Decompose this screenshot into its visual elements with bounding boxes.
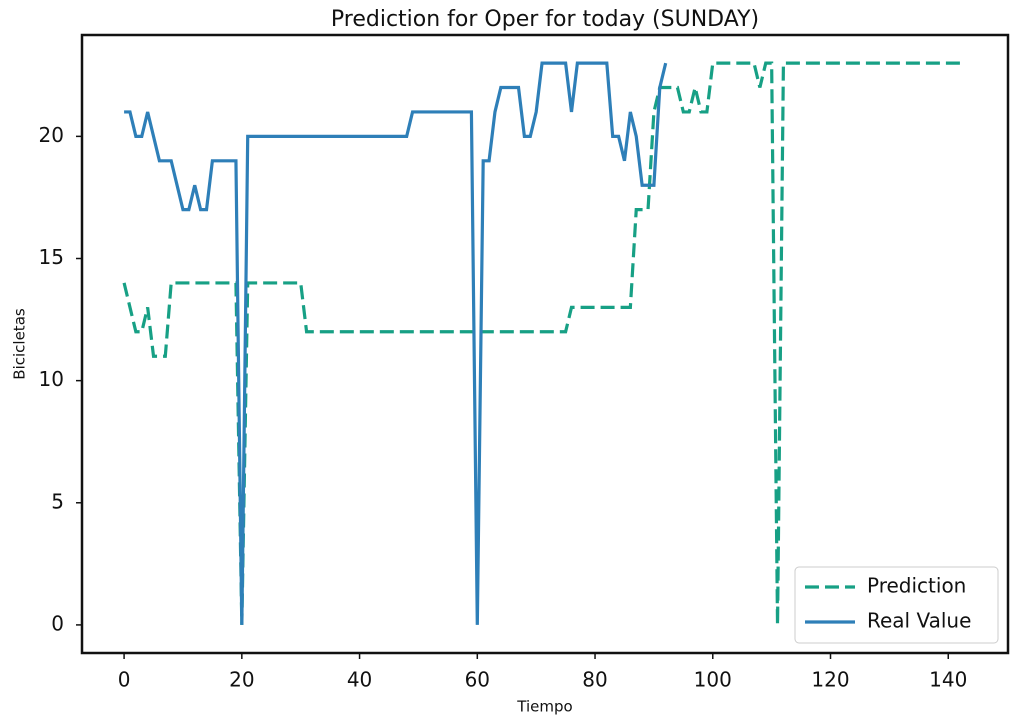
y-tick-label: 20: [39, 123, 64, 147]
x-tick-label: 40: [347, 668, 372, 692]
y-tick-label: 5: [51, 489, 64, 513]
chart-title: Prediction for Oper for today (SUNDAY): [331, 7, 759, 32]
x-tick-label: 120: [811, 668, 849, 692]
y-tick-label: 10: [39, 367, 64, 391]
y-tick-label: 0: [51, 611, 64, 635]
x-tick-label: 100: [694, 668, 732, 692]
x-axis-label: Tiempo: [516, 698, 572, 716]
legend-label: Prediction: [867, 574, 966, 598]
y-axis-label: Bicicletas: [11, 308, 29, 380]
y-tick-label: 15: [39, 245, 64, 269]
series-line: [124, 61, 668, 625]
x-tick-label: 80: [582, 668, 607, 692]
x-tick-label: 20: [229, 668, 254, 692]
legend-label: Real Value: [867, 609, 971, 633]
plot-frame: [80, 33, 1010, 655]
x-tick-label: 0: [118, 668, 131, 692]
x-tick-label: 60: [465, 668, 490, 692]
x-tick-label: 140: [929, 668, 967, 692]
legend: Prediction Real Value: [794, 566, 999, 644]
series-line: [122, 61, 966, 625]
